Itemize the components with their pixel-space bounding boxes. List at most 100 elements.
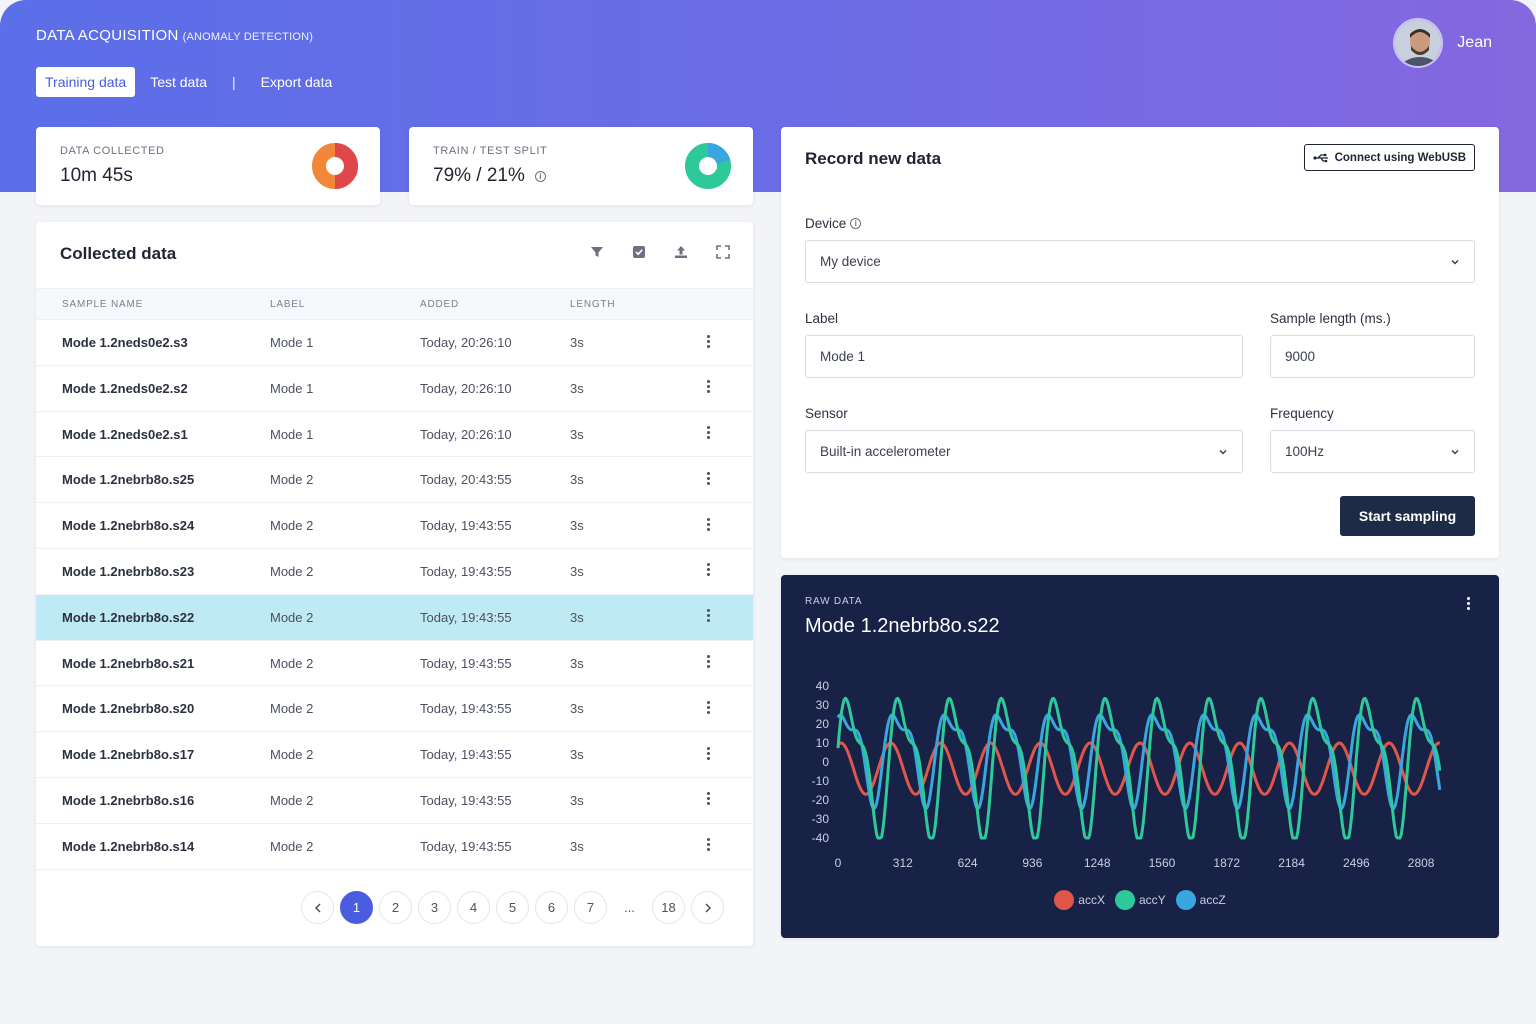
length-cell: 3s — [570, 655, 584, 671]
added-cell: Today, 20:43:55 — [420, 472, 512, 488]
start-sampling-button[interactable]: Start sampling — [1340, 496, 1475, 536]
table-row[interactable]: Mode 1.2nebrb8o.s20 Mode 2 Today, 19:43:55… — [36, 686, 753, 733]
sample-name-cell: Mode 1.2neds0e2.s2 — [62, 380, 188, 396]
row-menu-icon[interactable] — [704, 562, 712, 578]
legend-item-accX[interactable]: accX — [1054, 890, 1105, 910]
tab-training-data[interactable]: Training data — [36, 67, 136, 97]
avatar[interactable] — [1393, 18, 1444, 68]
collected-data-panel: Collected data SAMPLE NAME LABEL ADDED L… — [36, 222, 753, 946]
row-menu-icon[interactable] — [704, 699, 712, 715]
y-tick-label: 10 — [816, 736, 830, 750]
y-tick-label: -30 — [812, 812, 830, 826]
row-menu-icon[interactable] — [704, 425, 712, 441]
table-row[interactable]: Mode 1.2nebrb8o.s23 Mode 2 Today, 19:43:55… — [36, 549, 753, 595]
row-menu-icon[interactable] — [704, 516, 712, 532]
label-cell: Mode 2 — [270, 563, 314, 579]
added-cell: Today, 20:26:10 — [420, 426, 512, 442]
connect-webusb-label: Connect using WebUSB — [1334, 151, 1466, 164]
frequency-label: Frequency — [1270, 406, 1334, 421]
split-card: TRAIN / TEST SPLIT 79% / 21% i — [409, 127, 753, 205]
device-info-icon[interactable]: i — [850, 218, 862, 229]
row-menu-icon[interactable] — [704, 654, 712, 670]
column-header-sample-name[interactable]: SAMPLE NAME — [62, 299, 144, 310]
length-cell: 3s — [570, 838, 584, 854]
next-page-button[interactable] — [691, 891, 724, 924]
table-row[interactable]: Mode 1.2nebrb8o.s24 Mode 2 Today, 19:43:55… — [36, 503, 753, 549]
label-input[interactable]: Mode 1 — [805, 335, 1243, 378]
raw-data-panel: RAW DATA Mode 1.2nebrb8o.s22 40 30 20 10 0 -1… — [781, 575, 1499, 938]
row-menu-icon[interactable] — [704, 608, 712, 624]
tab-test-data[interactable]: Test data — [150, 74, 208, 90]
table-row[interactable]: Mode 1.2nebrb8o.s21 Mode 2 Today, 19:43:55… — [36, 641, 753, 687]
row-menu-icon[interactable] — [704, 379, 712, 395]
row-menu-icon[interactable] — [704, 745, 712, 761]
table-row[interactable]: Mode 1.2neds0e2.s3 Mode 1 Today, 20:26:10 3… — [36, 320, 753, 366]
page-button-1[interactable]: 1 — [340, 891, 373, 924]
sample-length-label: Sample length (ms.) — [1270, 311, 1391, 326]
table-row[interactable]: Mode 1.2neds0e2.s2 Mode 1 Today, 20:26:10 3… — [36, 366, 753, 412]
label-cell: Mode 2 — [270, 518, 314, 534]
table-row[interactable]: Mode 1.2neds0e2.s1 Mode 1 Today, 20:26:10 3… — [36, 412, 753, 458]
sample-length-input[interactable]: 9000 — [1270, 335, 1475, 378]
tab-bar: Training data Test data | Export data — [36, 67, 341, 97]
split-value: 79% / 21% i — [433, 165, 546, 187]
row-menu-icon[interactable] — [704, 333, 712, 349]
table-row[interactable]: Mode 1.2nebrb8o.s17 Mode 2 Today, 19:43:55… — [36, 732, 753, 778]
raw-data-chart: 40 30 20 10 0 -10 -20 -30 -40 0 312 624 936 1248 1560 1… — [812, 679, 1442, 870]
x-tick-label: 1560 — [1149, 856, 1176, 870]
sample-name-cell: Mode 1.2nebrb8o.s24 — [62, 518, 195, 534]
added-cell: Today, 19:43:55 — [420, 792, 512, 808]
table-row[interactable]: Mode 1.2nebrb8o.s14 Mode 2 Today, 19:43:55… — [36, 824, 753, 870]
info-icon[interactable]: i — [534, 170, 546, 182]
legend-item-accZ[interactable]: accZ — [1175, 890, 1226, 910]
label-cell: Mode 2 — [270, 838, 314, 854]
y-tick-label: 0 — [822, 755, 829, 769]
legend-item-accY[interactable]: accY — [1114, 890, 1166, 910]
page-button-3[interactable]: 3 — [418, 891, 451, 924]
connect-webusb-button[interactable]: Connect using WebUSB — [1303, 144, 1475, 171]
sensor-select[interactable]: Built-in accelerometer — [805, 430, 1243, 473]
data-collected-donut — [312, 143, 358, 189]
select-checkbox-icon[interactable] — [631, 244, 647, 260]
table-header: SAMPLE NAME LABEL ADDED LENGTH — [36, 288, 753, 320]
tab-export-data[interactable]: Export data — [260, 74, 333, 90]
page-button-4[interactable]: 4 — [457, 891, 490, 924]
device-select[interactable]: My device — [805, 240, 1475, 283]
sample-name-cell: Mode 1.2nebrb8o.s16 — [62, 792, 195, 808]
sample-name-cell: Mode 1.2neds0e2.s3 — [62, 335, 188, 350]
prev-page-button[interactable] — [301, 891, 334, 924]
user-menu[interactable]: Jean — [1393, 18, 1492, 68]
split-donut — [685, 143, 731, 189]
chevron-down-icon — [1219, 449, 1227, 455]
legend-swatch — [1114, 890, 1135, 910]
device-value: My device — [820, 254, 881, 269]
expand-icon[interactable] — [715, 244, 731, 260]
length-cell: 3s — [570, 380, 584, 396]
page-button-6[interactable]: 6 — [535, 891, 568, 924]
added-cell: Today, 19:43:55 — [420, 609, 512, 625]
label-cell: Mode 1 — [270, 426, 314, 442]
table-row[interactable]: Mode 1.2nebrb8o.s16 Mode 2 Today, 19:43:55… — [36, 778, 753, 824]
row-menu-icon[interactable] — [704, 470, 712, 486]
length-cell: 3s — [570, 747, 584, 763]
upload-icon[interactable] — [673, 244, 689, 260]
length-cell: 3s — [570, 335, 584, 350]
row-menu-icon[interactable] — [704, 791, 712, 807]
sample-name-cell: Mode 1.2nebrb8o.s20 — [62, 701, 195, 717]
table-row[interactable]: Mode 1.2nebrb8o.s22 Mode 2 Today, 19:43:55… — [36, 594, 753, 641]
collected-data-title: Collected data — [60, 244, 177, 263]
page-button-18[interactable]: 18 — [652, 891, 685, 924]
column-header-length[interactable]: LENGTH — [570, 299, 616, 310]
page-button-7[interactable]: 7 — [574, 891, 607, 924]
page-button-5[interactable]: 5 — [496, 891, 529, 924]
added-cell: Today, 19:43:55 — [420, 518, 512, 534]
page-button-2[interactable]: 2 — [379, 891, 412, 924]
column-header-label[interactable]: LABEL — [270, 299, 306, 310]
more-options-icon[interactable] — [1464, 595, 1472, 611]
filter-icon[interactable] — [589, 244, 605, 260]
table-row[interactable]: Mode 1.2nebrb8o.s25 Mode 2 Today, 20:43:55… — [36, 457, 753, 504]
series-line-accZ — [836, 713, 1442, 811]
column-header-added[interactable]: ADDED — [420, 299, 460, 310]
frequency-select[interactable]: 100Hz — [1270, 430, 1475, 473]
row-menu-icon[interactable] — [704, 837, 712, 853]
